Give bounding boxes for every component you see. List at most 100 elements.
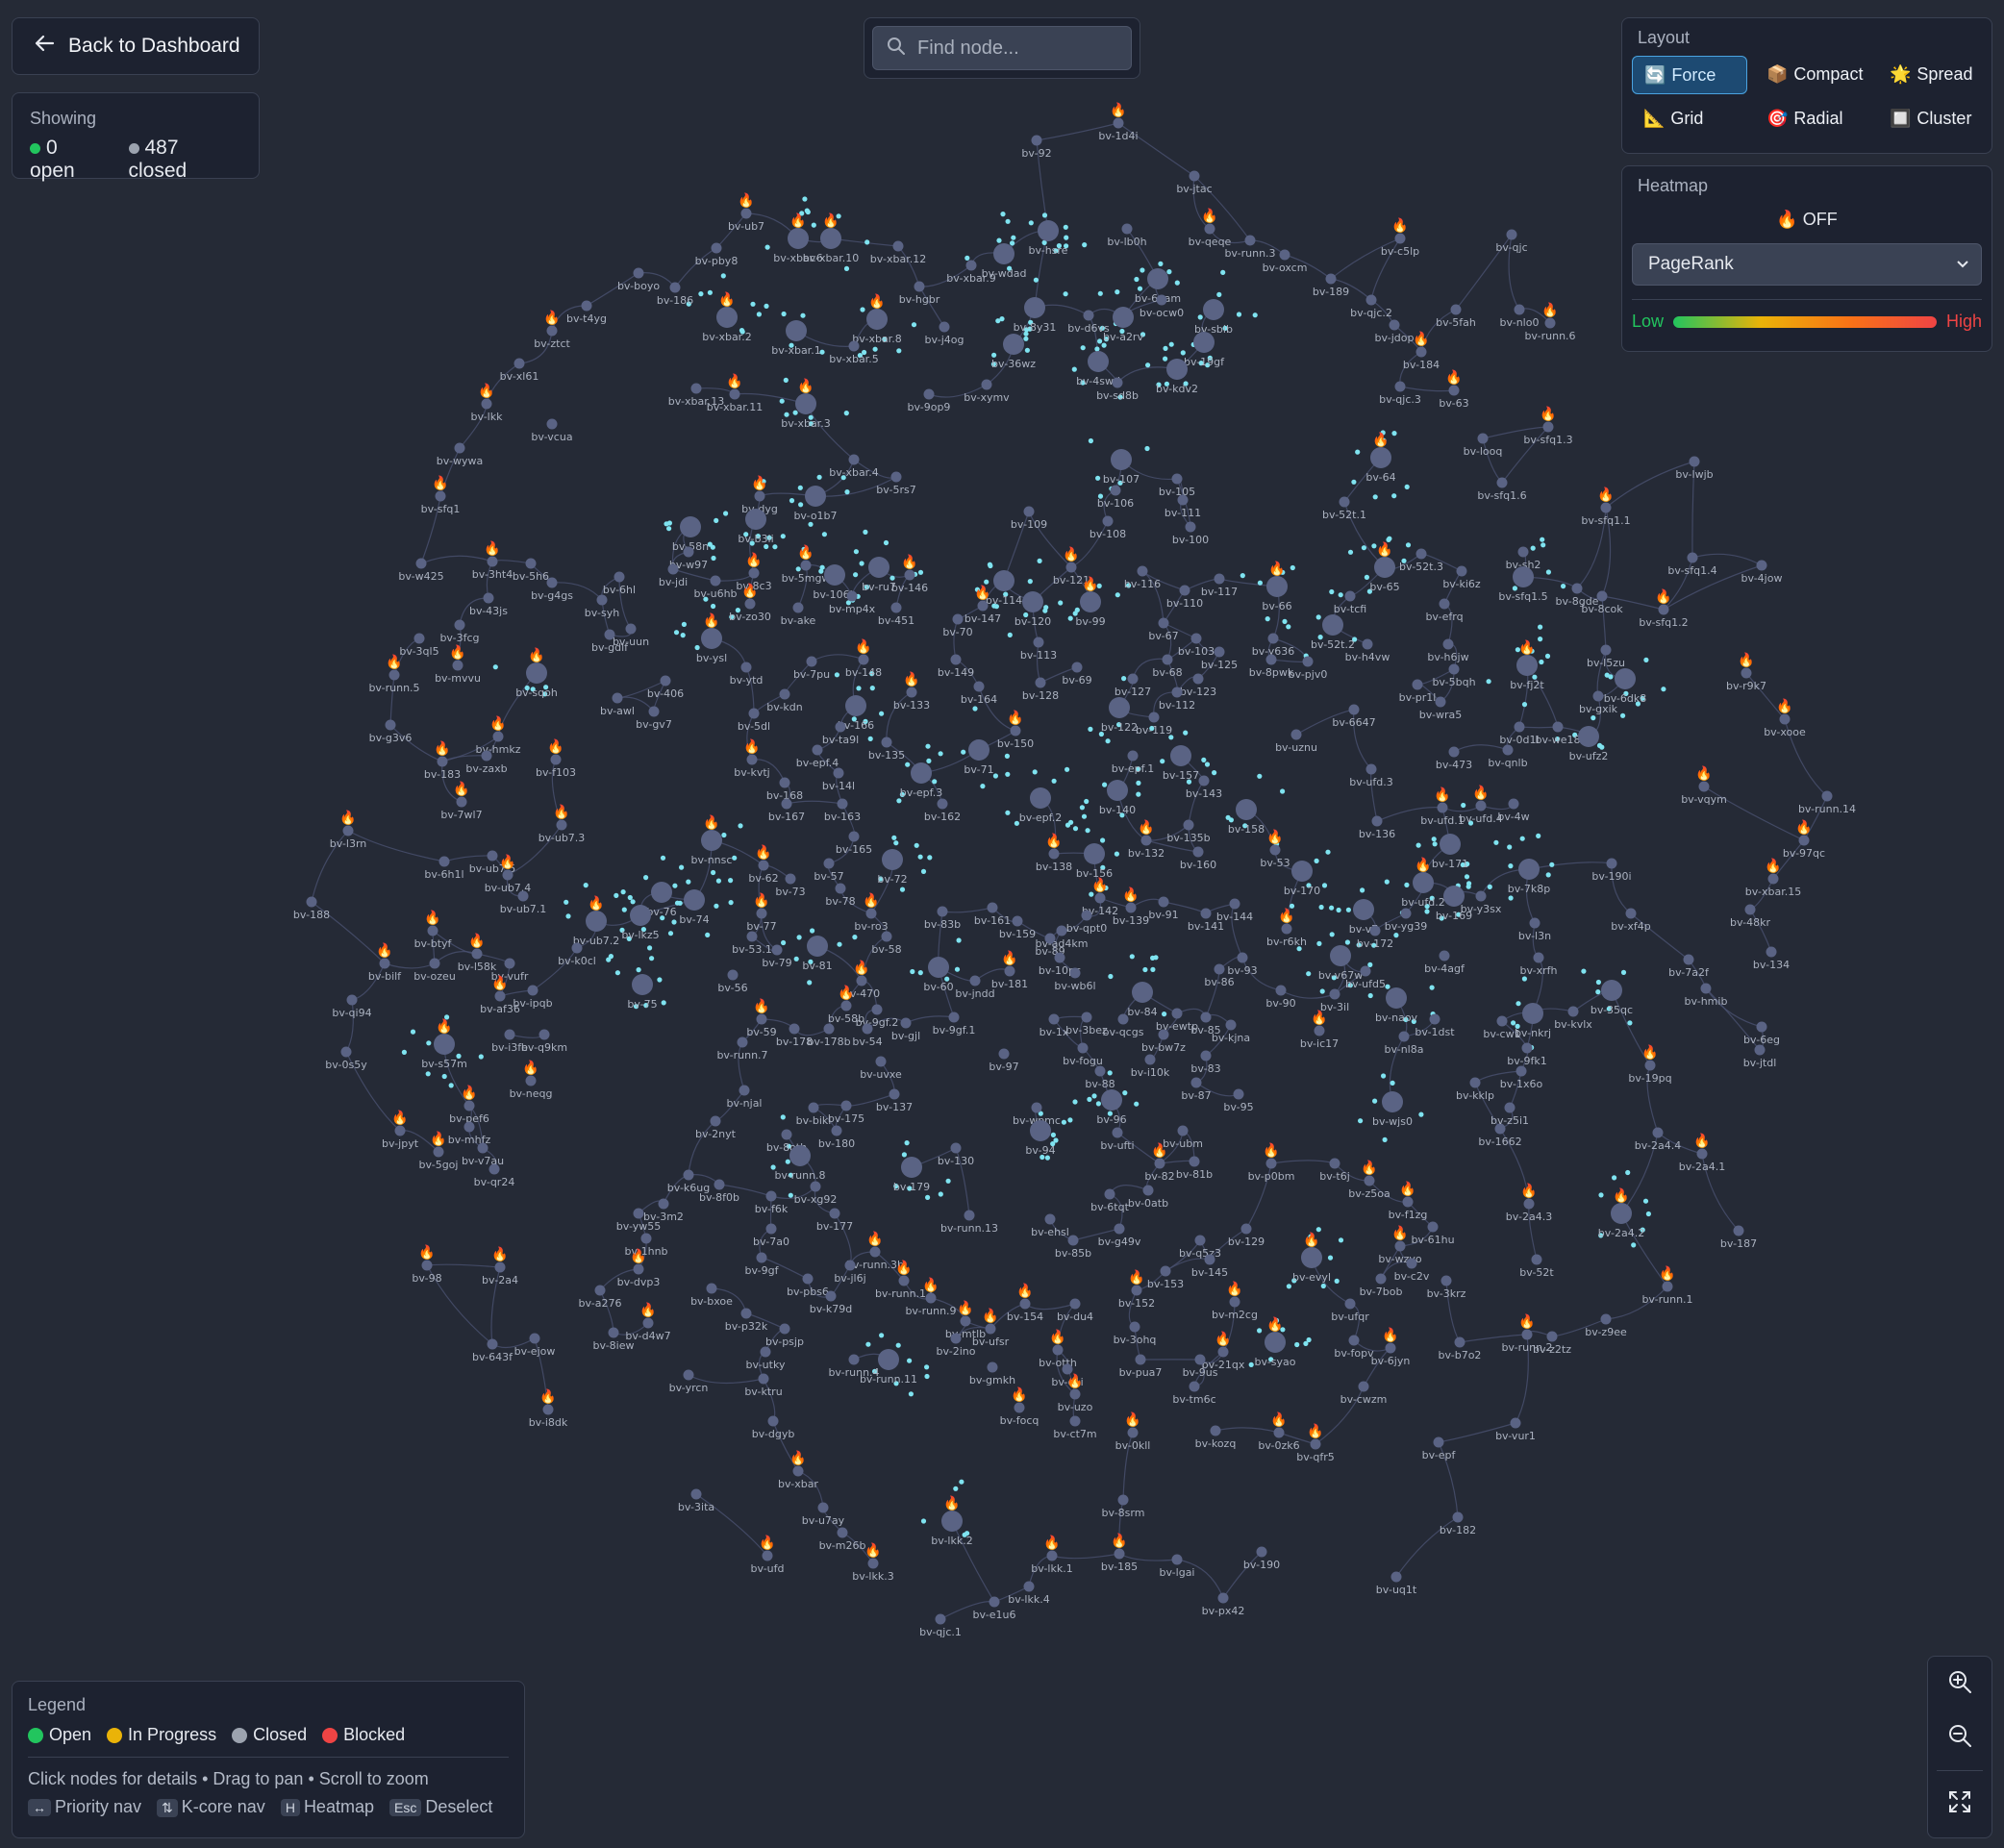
node-circle[interactable] [1358, 1381, 1369, 1392]
graph-node[interactable]: bv-qnlb [1488, 744, 1528, 770]
node-circle[interactable] [890, 471, 902, 483]
node-circle[interactable] [1023, 506, 1035, 517]
node-circle[interactable] [421, 1260, 433, 1271]
graph-node[interactable]: bv-vur1 [1495, 1417, 1536, 1443]
node-circle[interactable] [525, 1075, 537, 1086]
node-circle[interactable] [746, 931, 758, 942]
node-circle[interactable] [1348, 1335, 1360, 1346]
node-circle[interactable] [1170, 745, 1191, 766]
node-circle[interactable] [795, 393, 816, 414]
node-circle[interactable] [1110, 485, 1121, 496]
node-circle[interactable] [788, 228, 809, 249]
node-circle[interactable] [825, 1290, 837, 1302]
graph-node[interactable]: bv-73 [775, 873, 806, 899]
node-circle[interactable] [785, 873, 796, 885]
node-circle[interactable] [911, 762, 932, 784]
node-circle[interactable] [1237, 952, 1248, 963]
node-circle[interactable] [1004, 965, 1015, 977]
graph-node[interactable]: bv-8cok [1581, 590, 1623, 616]
graph-node[interactable]: bv-93 [1227, 952, 1258, 978]
graph-node[interactable]: bv-yg39 [1385, 908, 1427, 934]
graph-node[interactable]: bv-nlo0 [1500, 304, 1540, 330]
graph-node[interactable]: bv-178b [807, 1023, 851, 1049]
graph-node[interactable]: bv-vcua [531, 418, 573, 444]
node-circle[interactable] [748, 708, 760, 719]
node-circle[interactable] [1171, 687, 1183, 698]
graph-node[interactable]: bv-mp4x [829, 590, 876, 616]
graph-node[interactable]: bv-3il [1320, 988, 1349, 1014]
node-circle[interactable] [706, 1283, 717, 1294]
node-circle[interactable] [1611, 1203, 1632, 1224]
graph-node[interactable]: bv-146🔥 [891, 554, 928, 594]
node-circle[interactable] [786, 320, 807, 341]
node-circle[interactable] [1496, 1015, 1508, 1027]
graph-node[interactable]: bv-66🔥 [1262, 561, 1291, 612]
node-circle[interactable] [667, 563, 679, 575]
graph-node[interactable]: bv-69 [1062, 662, 1092, 687]
graph-node[interactable]: bv-56 [717, 969, 748, 995]
node-circle[interactable] [642, 1317, 654, 1329]
node-circle[interactable] [867, 1558, 879, 1569]
node-circle[interactable] [937, 798, 948, 810]
node-circle[interactable] [434, 1034, 455, 1055]
node-circle[interactable] [800, 560, 812, 571]
node-circle[interactable] [1552, 721, 1564, 733]
node-circle[interactable] [594, 1285, 606, 1296]
graph-node[interactable]: bv-114 [986, 570, 1022, 607]
node-circle[interactable] [463, 1100, 475, 1111]
node-circle[interactable] [890, 602, 902, 613]
node-circle[interactable] [1516, 1065, 1527, 1077]
node-circle[interactable] [1448, 385, 1460, 396]
node-circle[interactable] [1158, 896, 1169, 908]
node-circle[interactable] [1600, 502, 1612, 513]
graph-node[interactable]: bv-fogu [1063, 1042, 1103, 1068]
graph-node[interactable]: bv-kjna [1212, 1019, 1250, 1045]
node-circle[interactable] [1281, 923, 1292, 935]
node-circle[interactable] [900, 1017, 912, 1029]
node-circle[interactable] [1069, 1298, 1081, 1310]
node-circle[interactable] [1767, 873, 1779, 885]
graph-node[interactable]: bv-77🔥 [746, 892, 776, 933]
node-circle[interactable] [977, 600, 989, 612]
graph-node[interactable]: bv-164 [961, 681, 997, 707]
node-circle[interactable] [1240, 1223, 1252, 1235]
graph-node[interactable]: bv-l3n [1518, 917, 1551, 943]
graph-node[interactable]: bv-dvp3🔥 [617, 1248, 661, 1288]
graph-node[interactable]: bv-76 [646, 882, 677, 918]
graph-node[interactable]: bv-zaxb [465, 750, 508, 776]
graph-node[interactable]: bv-ysl🔥 [696, 612, 727, 664]
graph-node[interactable]: bv-gxik [1579, 690, 1618, 716]
graph-node[interactable]: bv-ktru [744, 1373, 783, 1399]
node-circle[interactable] [754, 490, 765, 502]
node-circle[interactable] [745, 509, 766, 530]
graph-node[interactable]: bv-uun [613, 623, 649, 649]
graph-node[interactable]: bv-170 [1284, 861, 1320, 897]
node-circle[interactable] [1081, 910, 1092, 921]
layout-spread-button[interactable]: 🌟 Spread [1890, 63, 1973, 84]
node-circle[interactable] [848, 831, 860, 842]
graph-node[interactable]: bv-uvxe [860, 1056, 902, 1082]
node-circle[interactable] [633, 1208, 644, 1219]
node-circle[interactable] [684, 889, 705, 911]
node-circle[interactable] [379, 958, 390, 969]
node-circle[interactable] [625, 623, 637, 635]
graph-node[interactable]: bv-7k8p [1508, 859, 1551, 895]
node-circle[interactable] [1514, 721, 1525, 733]
node-circle[interactable] [950, 1142, 962, 1154]
graph-node[interactable]: bv-136 [1359, 815, 1395, 841]
graph-node[interactable]: bv-157 [1163, 745, 1199, 782]
node-circle[interactable] [1114, 1223, 1125, 1235]
graph-node[interactable]: bv-tm6c [1172, 1381, 1216, 1407]
node-circle[interactable] [1154, 1158, 1165, 1169]
graph-node[interactable]: bv-btyf🔥 [414, 910, 453, 950]
graph-node[interactable]: bv-f103🔥 [536, 738, 576, 779]
graph-node[interactable]: bv-6tqt [1090, 1188, 1130, 1214]
node-circle[interactable] [993, 243, 1015, 264]
graph-node[interactable]: bv-3ql5 [399, 633, 439, 659]
graph-node[interactable]: bv-vufr [491, 958, 529, 984]
graph-node[interactable]: bv-epf [1422, 1436, 1457, 1462]
node-circle[interactable] [481, 750, 492, 762]
graph-node[interactable]: bv-pr1l [1399, 679, 1437, 705]
node-circle[interactable] [1440, 1275, 1452, 1286]
node-circle[interactable] [1217, 1592, 1229, 1604]
